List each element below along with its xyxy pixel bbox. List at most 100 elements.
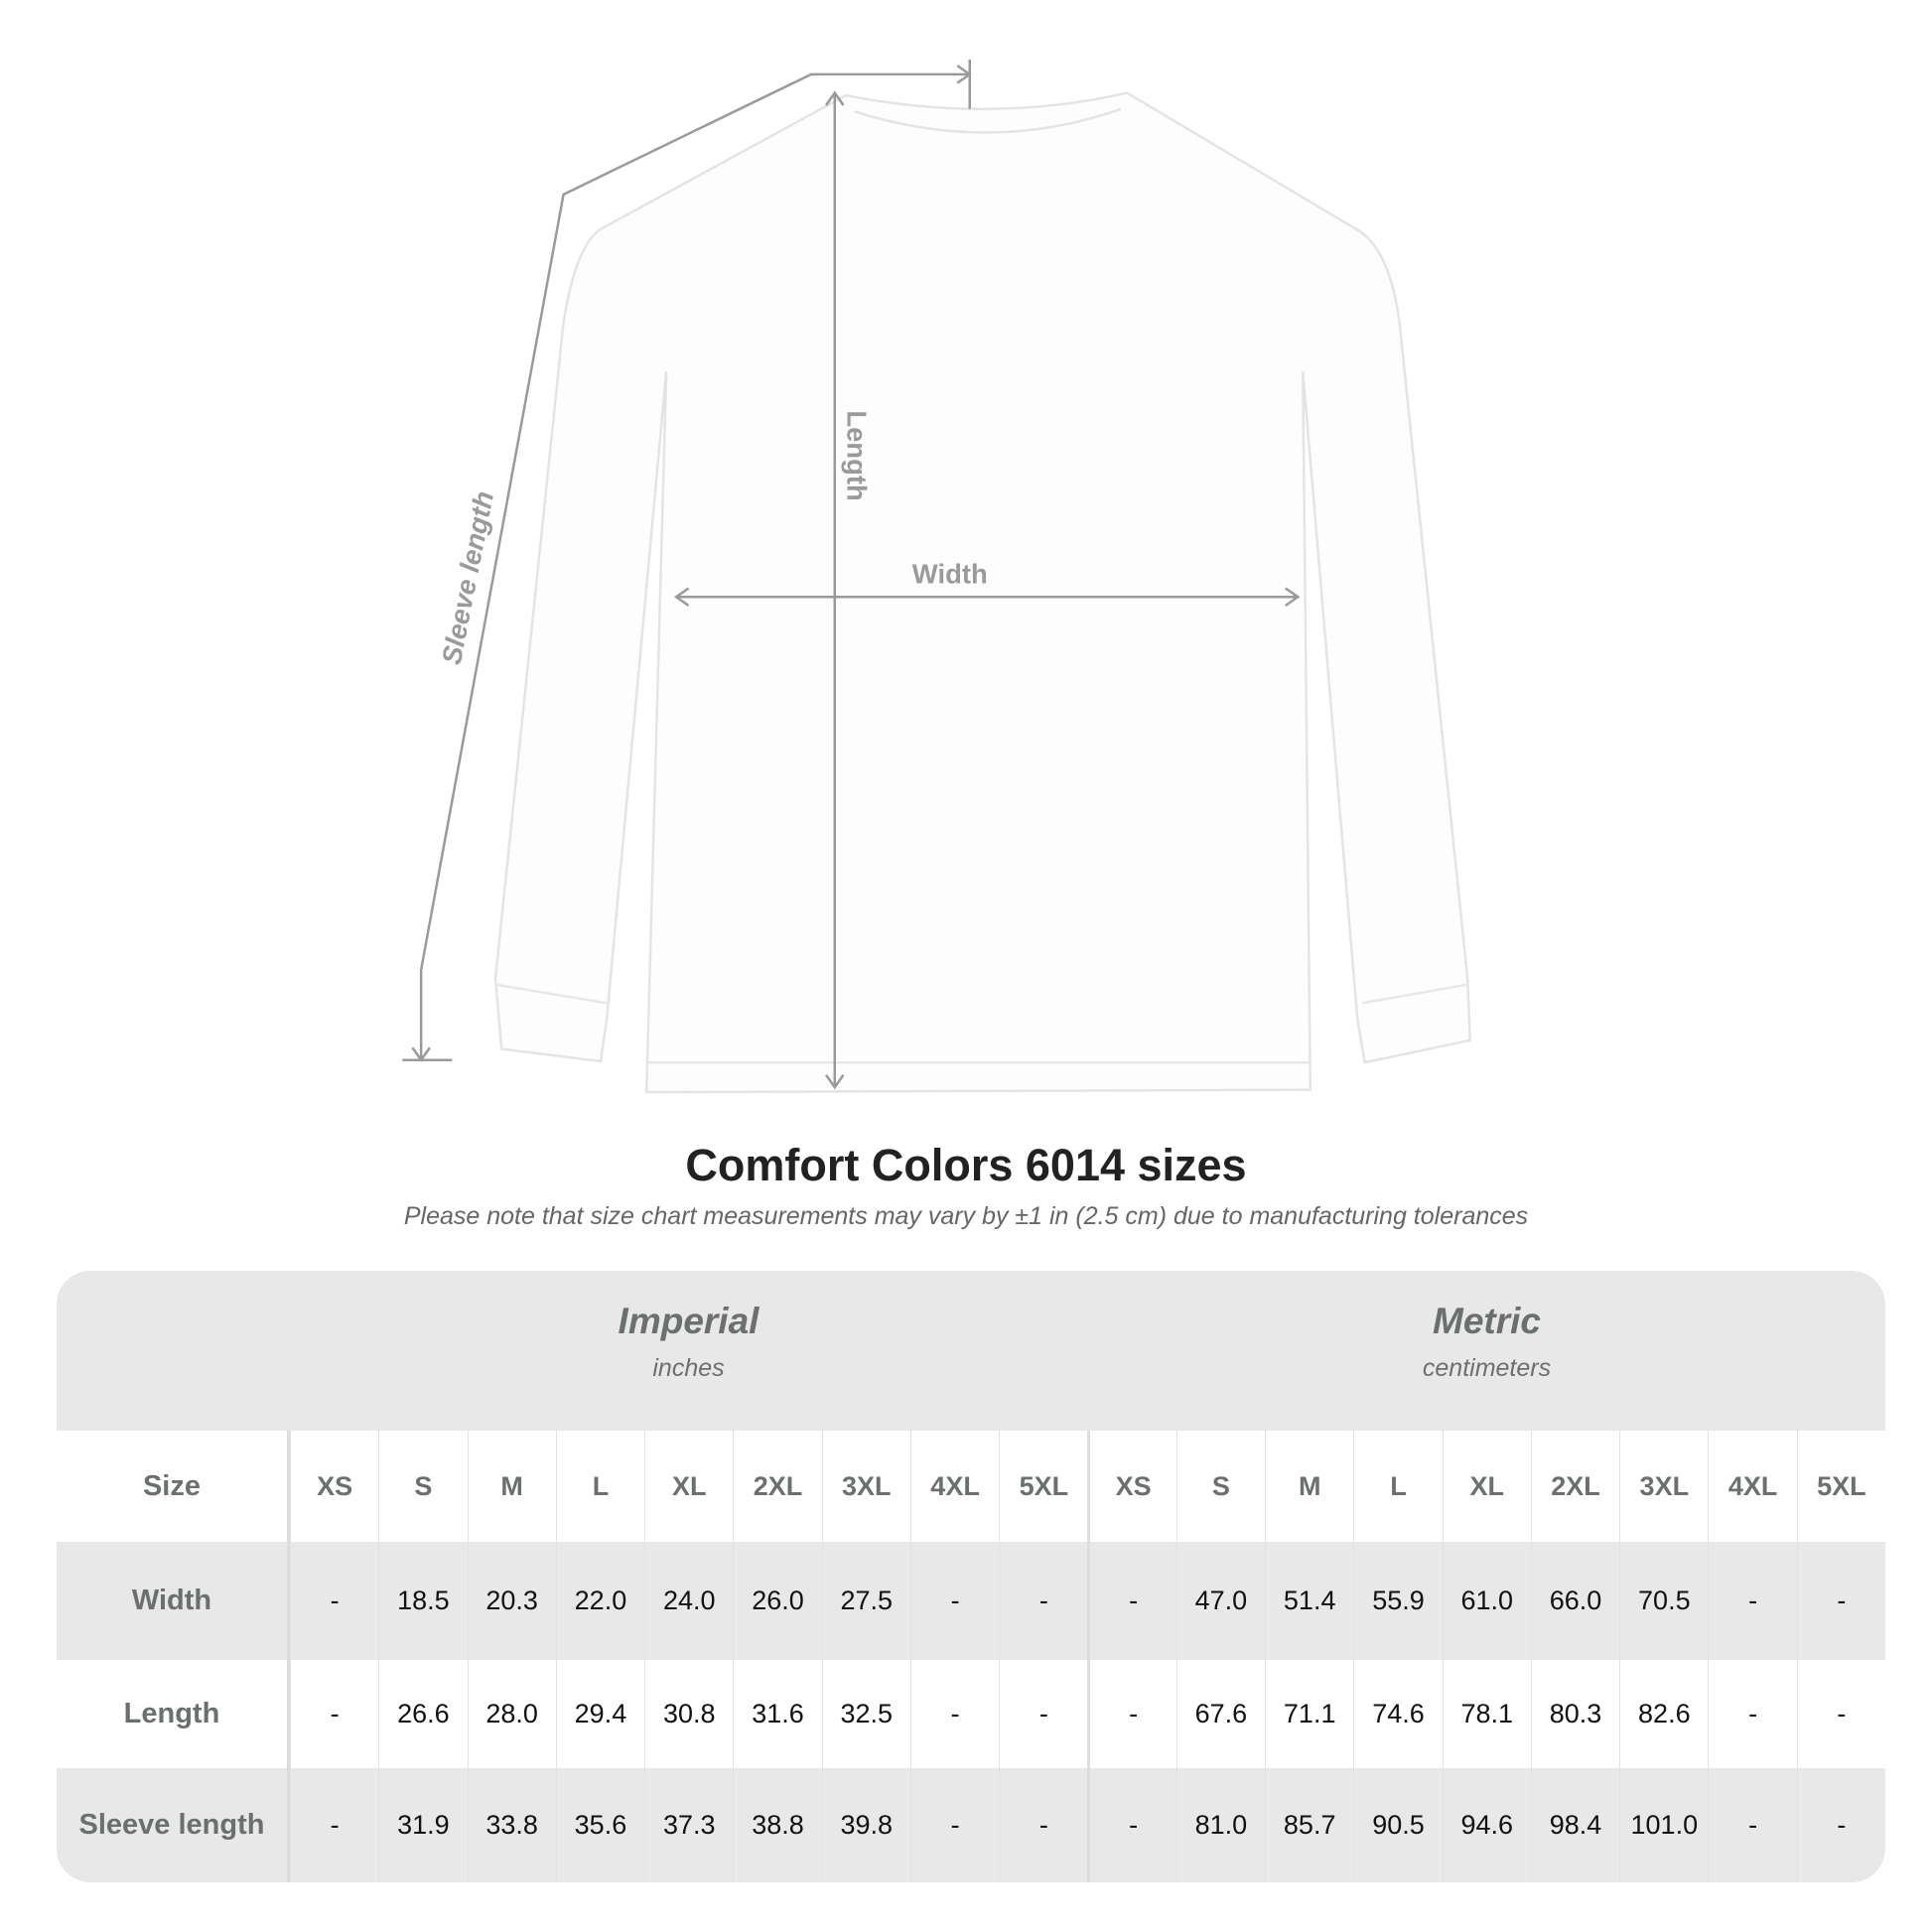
- imperial-value-cell: 28.0: [467, 1660, 556, 1768]
- size-header-imperial: M: [467, 1431, 556, 1542]
- size-header-metric: XS: [1087, 1431, 1175, 1542]
- unit-header: Imperial inches Metric centimeters: [57, 1271, 1885, 1431]
- metric-value-cell: -: [1087, 1768, 1175, 1882]
- length-measure-line: [825, 90, 845, 1090]
- imperial-unit: inches: [652, 1354, 725, 1382]
- imperial-value-cell: 27.5: [821, 1542, 910, 1660]
- metric-value-cell: 66.0: [1530, 1542, 1619, 1660]
- size-label: Size: [57, 1431, 290, 1542]
- imperial-value-cell: 30.8: [644, 1660, 733, 1768]
- size-header-imperial: 3XL: [821, 1431, 910, 1542]
- table-row: Length -26.6 28.0 29.4 30.8 31.6 32.5- - -67.6 71…: [57, 1660, 1885, 1768]
- row-label: Length: [57, 1660, 290, 1768]
- imperial-value-cell: 33.8: [467, 1768, 556, 1882]
- size-header-imperial: XS: [289, 1431, 378, 1542]
- row-label: Sleeve length: [57, 1768, 290, 1882]
- imperial-value-cell: 38.8: [733, 1768, 821, 1882]
- imperial-value-cell: 26.0: [733, 1542, 821, 1660]
- metric-value-cell: 81.0: [1175, 1768, 1265, 1882]
- imperial-value-cell: 20.3: [467, 1542, 556, 1660]
- metric-value-cell: 70.5: [1619, 1542, 1708, 1660]
- metric-value-cell: 82.6: [1619, 1660, 1708, 1768]
- size-header-imperial: 2XL: [733, 1431, 821, 1542]
- metric-value-cell: -: [1708, 1542, 1796, 1660]
- size-row: Size XS S M L XL 2XL 3XL 4XL 5XL XS S M L XL 2XL 3XL 4XL…: [57, 1431, 1885, 1542]
- table-row: Sleeve length -31.9 33.8 35.6 37.3 38.8 39.8- -…: [57, 1768, 1885, 1882]
- length-label: Length: [841, 410, 872, 500]
- imperial-value-cell: 32.5: [821, 1660, 910, 1768]
- imperial-value-cell: 37.3: [644, 1768, 733, 1882]
- metric-value-cell: 55.9: [1353, 1542, 1442, 1660]
- metric-unit: centimeters: [1422, 1354, 1552, 1382]
- metric-value-cell: 80.3: [1530, 1660, 1619, 1768]
- imperial-header: Imperial inches: [290, 1301, 1087, 1383]
- size-header-metric: L: [1353, 1431, 1442, 1542]
- imperial-value-cell: 29.4: [555, 1660, 644, 1768]
- width-measure-line: [673, 587, 1301, 607]
- page-title: Comfort Colors 6014 sizes: [685, 1140, 1247, 1190]
- imperial-value-cell: -: [909, 1542, 999, 1660]
- tolerance-note: Please note that size chart measurements…: [403, 1202, 1529, 1230]
- metric-value-cell: -: [1087, 1660, 1175, 1768]
- metric-value-cell: -: [1796, 1660, 1885, 1768]
- size-header-imperial: XL: [644, 1431, 733, 1542]
- size-header-metric: XL: [1442, 1431, 1531, 1542]
- sleeve-length-label: Sleeve length: [436, 488, 499, 667]
- size-header-metric: 5XL: [1796, 1431, 1885, 1542]
- size-header-metric: S: [1175, 1431, 1265, 1542]
- metric-value-cell: -: [1708, 1768, 1796, 1882]
- metric-value-cell: 90.5: [1353, 1768, 1442, 1882]
- metric-value-cell: 101.0: [1619, 1768, 1708, 1882]
- size-header-metric: 4XL: [1708, 1431, 1796, 1542]
- imperial-value-cell: 26.6: [378, 1660, 467, 1768]
- size-table: Imperial inches Metric centimeters Size …: [57, 1271, 1885, 1882]
- imperial-value-cell: -: [999, 1660, 1087, 1768]
- imperial-value-cell: 24.0: [644, 1542, 733, 1660]
- imperial-value-cell: 31.6: [733, 1660, 821, 1768]
- imperial-value-cell: 35.6: [555, 1768, 644, 1882]
- metric-value-cell: 98.4: [1530, 1768, 1619, 1882]
- imperial-value-cell: -: [909, 1768, 999, 1882]
- metric-value-cell: -: [1796, 1542, 1885, 1660]
- size-header-metric: 3XL: [1619, 1431, 1708, 1542]
- imperial-title: Imperial: [618, 1301, 759, 1341]
- width-label: Width: [912, 559, 988, 590]
- metric-value-cell: -: [1087, 1542, 1175, 1660]
- imperial-value-cell: 39.8: [821, 1768, 910, 1882]
- metric-value-cell: 47.0: [1175, 1542, 1265, 1660]
- metric-title: Metric: [1433, 1301, 1541, 1341]
- imperial-value-cell: -: [289, 1768, 378, 1882]
- metric-value-cell: 71.1: [1265, 1660, 1353, 1768]
- size-header-metric: 2XL: [1530, 1431, 1619, 1542]
- size-header-imperial: 5XL: [999, 1431, 1087, 1542]
- measure-lines: [402, 59, 1301, 1090]
- imperial-value-cell: 22.0: [555, 1542, 644, 1660]
- metric-value-cell: -: [1796, 1768, 1885, 1882]
- imperial-value-cell: -: [289, 1542, 378, 1660]
- metric-value-cell: 51.4: [1265, 1542, 1353, 1660]
- table-row: Width -18.5 20.3 22.0 24.0 26.0 27.5- - -47.0 51.…: [57, 1542, 1885, 1660]
- metric-value-cell: 67.6: [1175, 1660, 1265, 1768]
- metric-value-cell: 85.7: [1265, 1768, 1353, 1882]
- size-header-imperial: 4XL: [909, 1431, 999, 1542]
- sleeve-measure-line: [402, 59, 972, 1062]
- metric-value-cell: 61.0: [1442, 1542, 1531, 1660]
- metric-value-cell: 78.1: [1442, 1660, 1531, 1768]
- imperial-value-cell: 18.5: [378, 1542, 467, 1660]
- size-header-imperial: S: [378, 1431, 467, 1542]
- imperial-value-cell: -: [289, 1660, 378, 1768]
- metric-header: Metric centimeters: [1088, 1301, 1885, 1383]
- imperial-value-cell: -: [999, 1768, 1087, 1882]
- row-label: Width: [57, 1542, 290, 1660]
- size-header-metric: M: [1265, 1431, 1353, 1542]
- metric-value-cell: -: [1708, 1660, 1796, 1768]
- imperial-value-cell: -: [999, 1542, 1087, 1660]
- imperial-value-cell: -: [909, 1660, 999, 1768]
- shirt-diagram: Length Width Sleeve length: [402, 59, 1471, 1094]
- size-header-imperial: L: [555, 1431, 644, 1542]
- shirt-illustration: [493, 91, 1471, 1094]
- shirt-cuff-seams: [494, 983, 1468, 1064]
- metric-value-cell: 94.6: [1442, 1768, 1531, 1882]
- shirt-collar: [854, 107, 1122, 134]
- metric-value-cell: 74.6: [1353, 1660, 1442, 1768]
